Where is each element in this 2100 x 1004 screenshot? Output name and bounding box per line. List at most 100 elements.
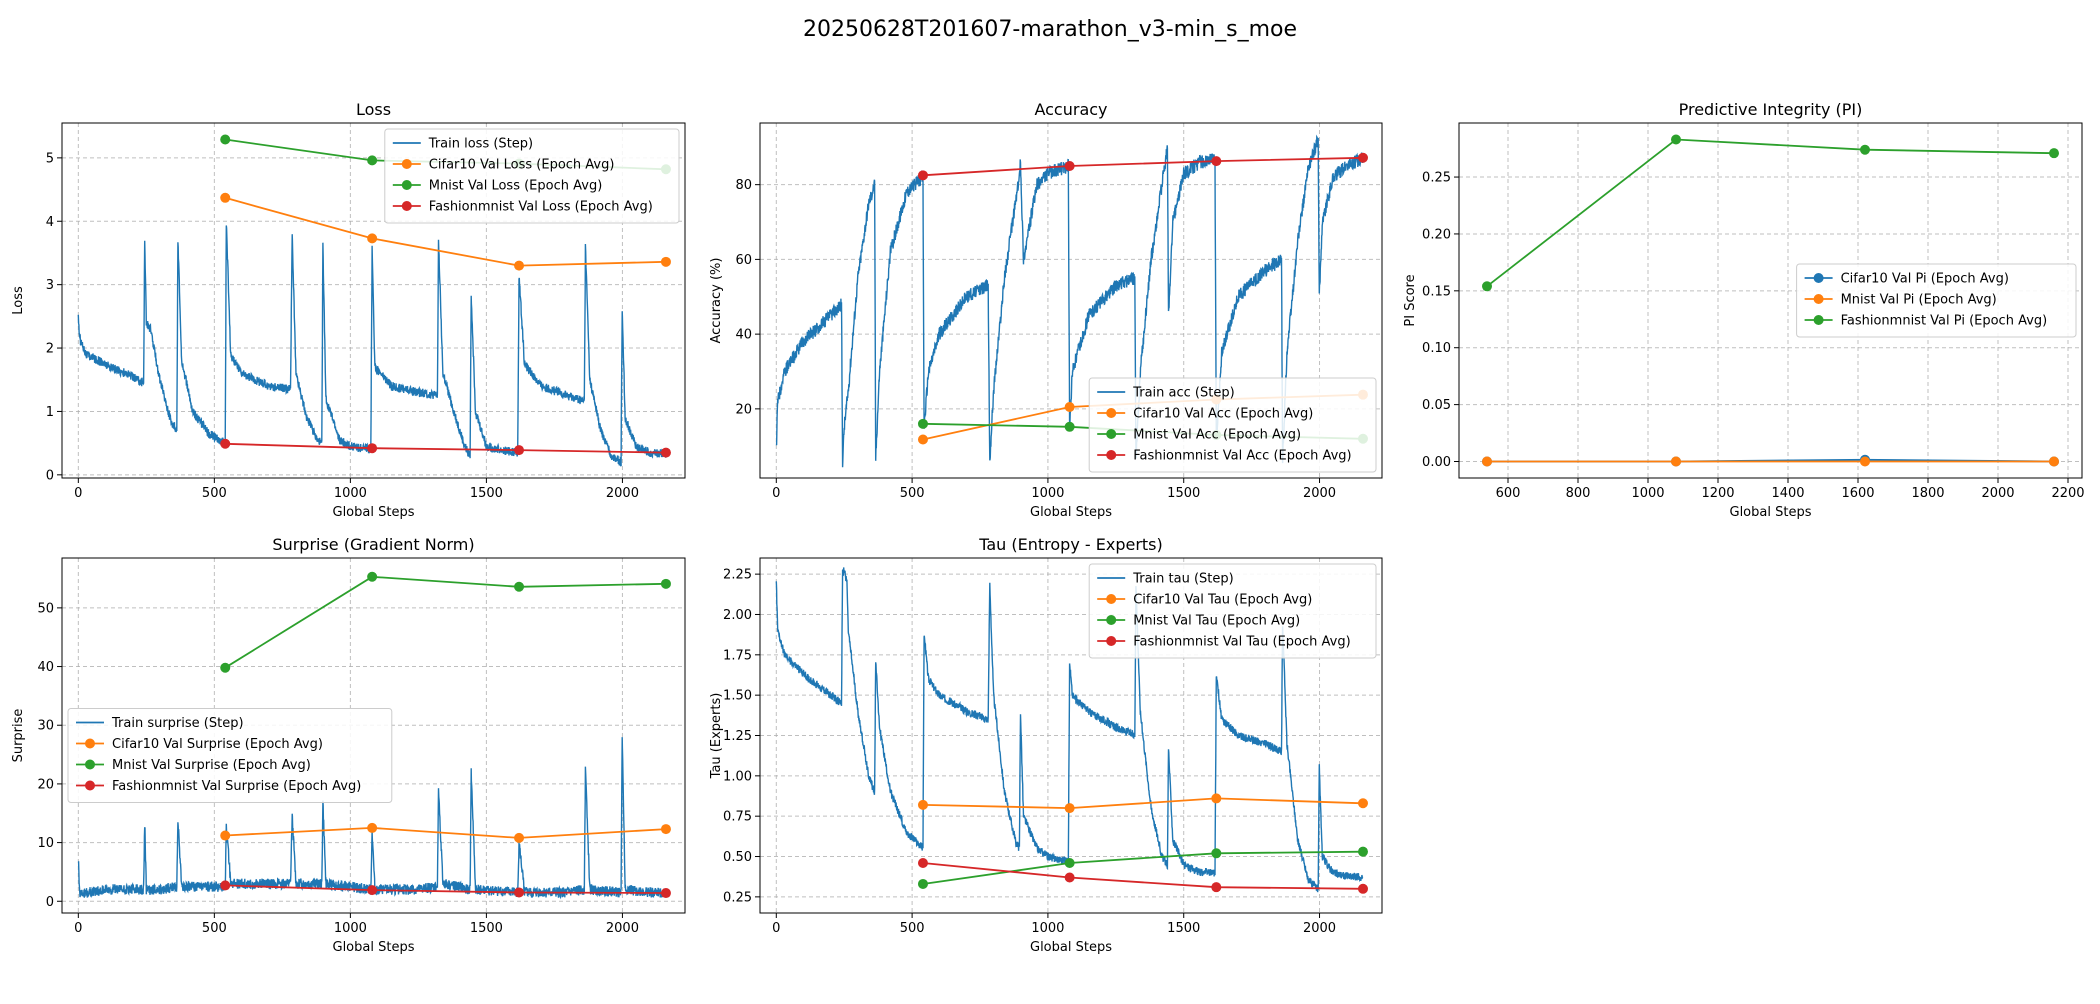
legend-box [1088,563,1377,659]
y-tick-label: 2.00 [723,608,752,623]
legend-label: Mnist Val Surprise (Epoch Avg) [112,758,311,773]
y-tick-label: 1 [46,405,54,420]
data-point [367,233,378,244]
data-point [660,824,671,835]
series-line-1 [922,797,1364,810]
data-point [367,443,378,454]
y-tick-label: 80 [735,178,752,193]
y-tick-label: 3 [46,278,54,293]
x-tick-label: 2200 [2051,486,2084,501]
series-line-3 [225,442,667,454]
legend-marker [401,201,412,211]
x-axis-label: Global Steps [333,940,415,955]
y-tick-label: 40 [37,660,54,675]
y-tick-label: 1.50 [723,689,752,704]
data-point [367,155,378,166]
x-axis-label: Global Steps [1730,505,1812,520]
plot-area [1482,134,2059,467]
chart-panel-0: 0 500 1000 1500 2000 0 1 2 3 4 5 Loss Global Steps Lo… [11,100,686,520]
legend-label: Fashionmnist Val Acc (Epoch Avg) [1133,449,1351,464]
data-point [514,832,525,843]
y-tick-label: 1.25 [723,729,752,744]
series-line-2 [1486,138,2055,288]
data-point [660,256,671,267]
chart-panel-3: 0 500 1000 1500 2000 0 10 20 30 40 50 Surprise (Gra… [11,535,686,955]
legend-marker [1813,315,1824,325]
y-tick-label: 60 [735,253,752,268]
x-tick-label: 1800 [1911,486,1944,501]
y-tick-label: 5 [46,151,54,166]
data-point [1671,456,1681,467]
x-tick-label: 1000 [1631,486,1664,501]
data-point [514,445,525,456]
legend-box [384,128,680,224]
legend-label: Fashionmnist Val Pi (Epoch Avg) [1841,314,2048,329]
y-tick-label: 0 [46,895,54,910]
series-line-1 [224,196,667,267]
data-point [2049,148,2059,159]
x-tick-label: 2000 [1981,486,2014,501]
axes-frame [1458,122,2083,479]
legend-marker [401,159,412,169]
data-point [917,857,928,868]
plot-area [775,567,1368,894]
x-tick-label: 500 [202,921,227,936]
legend-label: Train acc (Step) [1132,386,1234,401]
legend-marker [401,180,412,190]
x-tick-label: 0 [772,921,780,936]
x-tick-label: 500 [900,486,925,501]
legend-marker [1106,450,1117,460]
data-point [514,887,525,898]
data-point [367,822,378,833]
chart-title: Predictive Integrity (PI) [1679,100,1863,119]
y-axis-label: Accuracy (%) [709,258,724,344]
data-point [220,438,231,449]
chart-panel-2: 600 800 1000 1200 1400 1600 1800 2000 2200 0.00 0.… [1403,100,2085,520]
y-tick-label: 0.50 [723,850,752,865]
axes-frame [61,557,686,914]
legend-label: Mnist Val Tau (Epoch Avg) [1133,614,1300,629]
legend-marker [85,780,95,791]
data-point [1357,798,1368,809]
legend-marker [85,759,95,770]
legend-label: Fashionmnist Val Loss (Epoch Avg) [429,200,653,215]
chart-panel-1: 0 500 1000 1500 2000 20 40 60 80 Accuracy Global S… [709,100,1383,520]
data-point [514,260,525,271]
x-tick-label: 1000 [1031,486,1064,501]
y-tick-label: 1.00 [723,769,752,784]
plot-area [77,571,671,900]
x-tick-label: 2000 [606,486,639,501]
data-point [917,418,928,429]
x-tick-label: 1000 [1031,921,1064,936]
data-point [1064,872,1075,883]
data-point [1211,848,1222,859]
x-tick-label: 1400 [1771,486,1804,501]
legend-label: Cifar10 Val Loss (Epoch Avg) [429,158,615,173]
y-tick-label: 0 [46,468,54,483]
x-tick-label: 1500 [470,486,503,501]
data-point [1357,846,1368,857]
legend-marker [1813,273,1824,283]
data-point [1064,857,1075,868]
x-tick-label: 600 [1496,486,1521,501]
legend-label: Mnist Val Pi (Epoch Avg) [1841,293,1997,308]
chart-title: Accuracy [1034,100,1107,119]
figure-title: 20250628T201607-marathon_v3-min_s_moe [803,17,1297,42]
x-tick-label: 1600 [1841,486,1874,501]
x-tick-label: 500 [202,486,227,501]
legend-label: Fashionmnist Val Surprise (Epoch Avg) [112,779,361,794]
y-axis-label: Tau (Experts) [709,693,724,780]
legend-box [1796,263,2077,338]
data-point [660,447,671,458]
data-point [1211,793,1222,804]
data-point [1211,882,1222,893]
y-tick-label: 50 [37,601,54,616]
legend-marker [1106,636,1117,646]
data-point [1064,402,1075,412]
legend-label: Train tau (Step) [1132,572,1234,587]
legend: Cifar10 Val Pi (Epoch Avg) Mnist Val Pi (… [1796,263,2077,338]
legend-marker [85,738,95,749]
x-tick-label: 1000 [334,921,367,936]
data-point [660,888,671,899]
